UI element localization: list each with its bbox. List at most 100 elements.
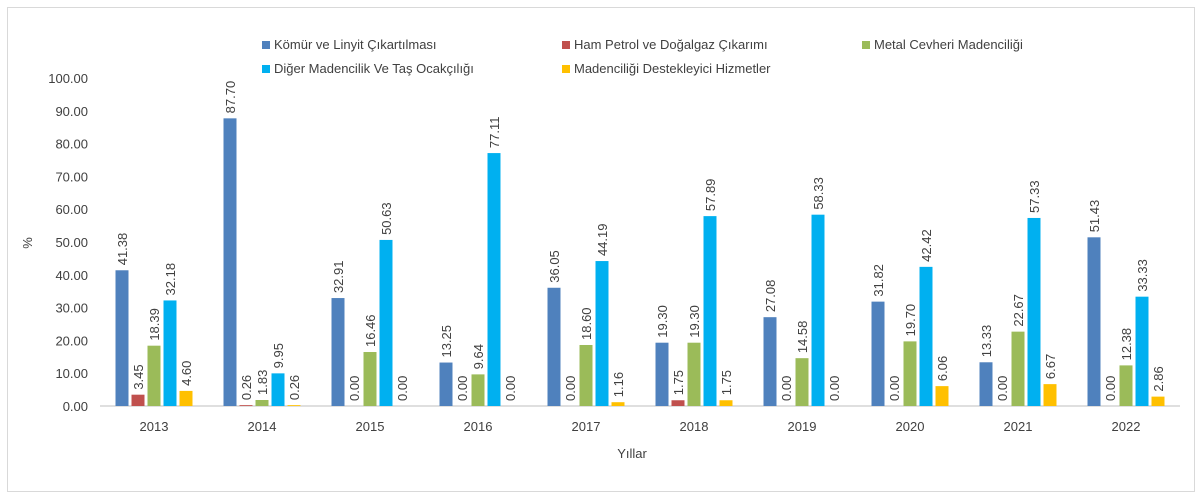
x-tick-label: 2015 <box>356 419 385 434</box>
x-tick-label: 2019 <box>788 419 817 434</box>
data-label: 9.95 <box>271 343 286 368</box>
x-tick-label: 2016 <box>464 419 493 434</box>
bar <box>611 402 625 406</box>
bar <box>795 358 809 406</box>
bar <box>363 352 377 406</box>
y-tick-label: 30.00 <box>55 301 88 316</box>
data-label: 27.08 <box>763 280 778 313</box>
legend-swatch <box>562 65 570 73</box>
data-label: 36.05 <box>547 250 562 283</box>
bar <box>287 405 301 406</box>
data-label: 0.00 <box>995 376 1010 401</box>
data-label: 3.45 <box>131 364 146 389</box>
data-label: 13.33 <box>979 325 994 358</box>
bar <box>811 214 825 406</box>
bar <box>271 373 285 406</box>
x-tick-label: 2014 <box>248 419 277 434</box>
data-label: 19.30 <box>655 305 670 338</box>
bar <box>471 374 485 406</box>
bar <box>115 270 129 406</box>
bar <box>223 118 237 407</box>
bar <box>255 399 269 406</box>
data-label: 2.86 <box>1151 366 1166 391</box>
data-label: 9.64 <box>471 344 486 369</box>
legend-swatch <box>262 65 270 73</box>
bar <box>147 345 161 406</box>
data-label: 0.00 <box>563 376 578 401</box>
data-label: 13.25 <box>439 325 454 358</box>
data-label: 19.70 <box>903 304 918 337</box>
data-label: 42.42 <box>919 229 934 262</box>
x-tick-label: 2018 <box>680 419 709 434</box>
y-tick-label: 50.00 <box>55 235 88 250</box>
y-tick-label: 90.00 <box>55 104 88 119</box>
data-label: 1.75 <box>719 370 734 395</box>
data-label: 0.00 <box>395 376 410 401</box>
bar <box>919 266 933 406</box>
legend-swatch <box>562 41 570 49</box>
bar <box>547 287 561 406</box>
data-label: 87.70 <box>223 81 238 114</box>
data-label: 32.91 <box>331 261 346 294</box>
y-tick-label: 100.00 <box>48 71 88 86</box>
bar <box>1027 217 1041 406</box>
data-label: 6.06 <box>935 356 950 381</box>
bar <box>1043 384 1057 406</box>
bar <box>1011 331 1025 406</box>
legend-label: Madenciliği Destekleyici Hizmetler <box>574 61 771 76</box>
data-label: 51.43 <box>1087 200 1102 233</box>
data-label: 32.18 <box>163 263 178 296</box>
y-tick-label: 10.00 <box>55 366 88 381</box>
bar <box>1119 365 1133 406</box>
legend-label: Ham Petrol ve Doğalgaz Çıkarımı <box>574 37 768 52</box>
data-label: 6.67 <box>1043 354 1058 379</box>
bar <box>1135 296 1149 406</box>
bar <box>719 400 733 406</box>
bar <box>179 390 193 406</box>
legend-swatch <box>862 41 870 49</box>
bar <box>1151 396 1165 406</box>
x-tick-label: 2017 <box>572 419 601 434</box>
data-label: 58.33 <box>811 177 826 210</box>
data-label: 57.33 <box>1027 180 1042 213</box>
bar <box>439 362 453 406</box>
bar <box>703 216 717 406</box>
data-label: 0.00 <box>1103 376 1118 401</box>
y-tick-label: 70.00 <box>55 169 88 184</box>
data-label: 4.60 <box>179 361 194 386</box>
data-label: 1.75 <box>671 370 686 395</box>
data-label: 16.46 <box>363 314 378 347</box>
data-label: 33.33 <box>1135 259 1150 292</box>
data-label: 14.58 <box>795 321 810 354</box>
legend-label: Diğer Madencilik Ve Taş Ocakçılığı <box>274 61 474 76</box>
data-label: 0.26 <box>239 375 254 400</box>
y-tick-label: 60.00 <box>55 202 88 217</box>
bar <box>1087 237 1101 406</box>
y-tick-label: 40.00 <box>55 268 88 283</box>
x-tick-label: 2022 <box>1112 419 1141 434</box>
x-tick-label: 2013 <box>140 419 169 434</box>
data-label: 1.16 <box>611 372 626 397</box>
data-label: 0.00 <box>347 376 362 401</box>
legend-label: Metal Cevheri Madenciliği <box>874 37 1023 52</box>
data-label: 0.26 <box>287 375 302 400</box>
data-label: 0.00 <box>887 376 902 401</box>
data-label: 0.00 <box>503 376 518 401</box>
y-tick-label: 20.00 <box>55 333 88 348</box>
x-axis-label: Yıllar <box>617 446 647 461</box>
bar <box>903 341 917 406</box>
data-label: 1.83 <box>255 370 270 395</box>
bar <box>871 301 885 406</box>
bar <box>595 261 609 406</box>
bar <box>487 153 501 406</box>
bar <box>131 394 145 406</box>
bar <box>655 342 669 406</box>
bar <box>687 342 701 406</box>
legend-label: Kömür ve Linyit Çıkartılması <box>274 37 437 52</box>
data-label: 50.63 <box>379 202 394 235</box>
data-label: 18.39 <box>147 308 162 341</box>
data-label: 57.89 <box>703 179 718 212</box>
data-label: 41.38 <box>115 233 130 266</box>
legend-swatch <box>262 41 270 49</box>
